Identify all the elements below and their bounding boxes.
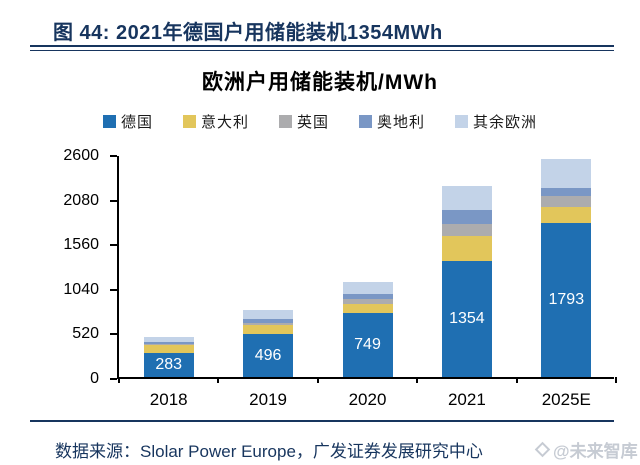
bar-segment-2018-意大利 [143, 345, 194, 353]
header-rule [30, 45, 614, 51]
bar-segment-2018-德国: 283 [143, 352, 194, 377]
bar-segment-2020-意大利 [342, 304, 393, 313]
legend-label: 英国 [296, 114, 329, 131]
x-axis-tick [316, 377, 319, 383]
bar-segment-2019-德国: 496 [243, 334, 294, 377]
legend-item: 奥地利 [359, 111, 425, 132]
bar-data-label: 1354 [449, 309, 485, 327]
legend-swatch-icon [278, 115, 292, 128]
bar-segment-2019-意大利 [243, 324, 294, 335]
bar-segment-2025E-奥地利 [541, 187, 592, 197]
legend-swatch-icon [102, 115, 116, 128]
y-axis-tick [110, 199, 117, 202]
y-axis-tick [110, 288, 117, 291]
figure-title: 图 44: 2021年德国户用储能装机1354MWh [53, 22, 443, 44]
y-axis-tick [110, 333, 117, 336]
x-axis-category-label: 2019 [249, 390, 287, 409]
bar-segment-2018-奥地利 [143, 341, 194, 344]
bar-data-label: 283 [155, 355, 183, 373]
y-axis-tick-label: 2080 [63, 191, 99, 209]
legend-swatch-icon [359, 115, 372, 128]
chart-title: 欧洲户用储能装机/MWh [202, 71, 438, 94]
bar-segment-2019-英国 [243, 322, 294, 325]
bar-segment-2019-奥地利 [243, 319, 294, 323]
bar-segment-2025E-其余欧洲 [541, 159, 592, 188]
y-axis-tick [110, 244, 117, 247]
bar-segment-2021-意大利 [441, 236, 492, 261]
legend-item: 意大利 [182, 111, 249, 132]
legend-swatch-icon [455, 115, 469, 128]
bar-segment-2020-德国: 749 [342, 312, 393, 377]
legend-item: 英国 [278, 111, 329, 132]
x-axis-category-label: 2025E [541, 390, 591, 409]
y-axis-tick [110, 155, 117, 157]
legend-label: 其余欧洲 [473, 114, 538, 131]
watermark: @未来智库 [534, 437, 638, 462]
bar-segment-2025E-英国 [541, 196, 592, 207]
bar-segment-2020-英国 [342, 299, 393, 305]
bar-segment-2025E-德国: 1793 [541, 223, 592, 377]
legend-item: 德国 [102, 111, 153, 132]
x-axis-category-label: 2018 [149, 390, 188, 409]
y-axis-tick-label: 0 [90, 370, 99, 387]
chart-legend: 德国 意大利 英国 奥地利 其余欧洲 [0, 111, 640, 132]
bar-segment-2018-其余欧洲 [143, 337, 194, 342]
plot-area: 0 520 1040 1560 2080 2600 283 2018 496 2019 749 202… [63, 147, 617, 409]
bar-segment-2019-其余欧洲 [243, 310, 294, 320]
x-axis-tick [118, 377, 120, 383]
x-axis-category-label: 2021 [447, 390, 486, 409]
bar-segment-2021-英国 [441, 224, 492, 236]
y-axis-tick [110, 378, 117, 380]
x-axis-tick [515, 377, 518, 383]
legend-item: 其余欧洲 [455, 111, 537, 132]
watermark-text: @未来智库 [553, 442, 638, 461]
x-axis-tick [416, 377, 419, 383]
watermark-logo-icon [534, 441, 551, 458]
x-axis-tick [615, 377, 617, 383]
legend-label: 奥地利 [377, 114, 426, 131]
bar-data-label: 496 [254, 346, 282, 364]
y-axis-tick-label: 1560 [63, 236, 99, 254]
y-axis-tick-label: 1040 [63, 280, 99, 298]
bar-segment-2020-其余欧洲 [342, 281, 393, 295]
x-axis-tick [217, 377, 220, 383]
bar-segment-2021-其余欧洲 [441, 185, 492, 211]
bar-segment-2020-奥地利 [342, 294, 393, 300]
y-axis-tick-label: 520 [72, 325, 99, 343]
source-text: 数据来源：Slolar Power Europe，广发证券发展研究中心 [55, 442, 483, 461]
bar-segment-2021-奥地利 [441, 210, 492, 224]
legend-swatch-icon [182, 115, 196, 128]
bar-segment-2025E-意大利 [541, 206, 592, 224]
bar-segment-2018-英国 [143, 343, 194, 346]
bar-segment-2021-德国: 1354 [441, 260, 492, 377]
legend-label: 德国 [120, 114, 153, 131]
legend-label: 意大利 [200, 114, 249, 131]
y-axis-tick-label: 2600 [63, 147, 99, 164]
footer-rule [30, 420, 614, 422]
bar-data-label: 1793 [548, 291, 585, 309]
bar-data-label: 749 [354, 335, 381, 353]
x-axis-category-label: 2020 [348, 390, 387, 409]
